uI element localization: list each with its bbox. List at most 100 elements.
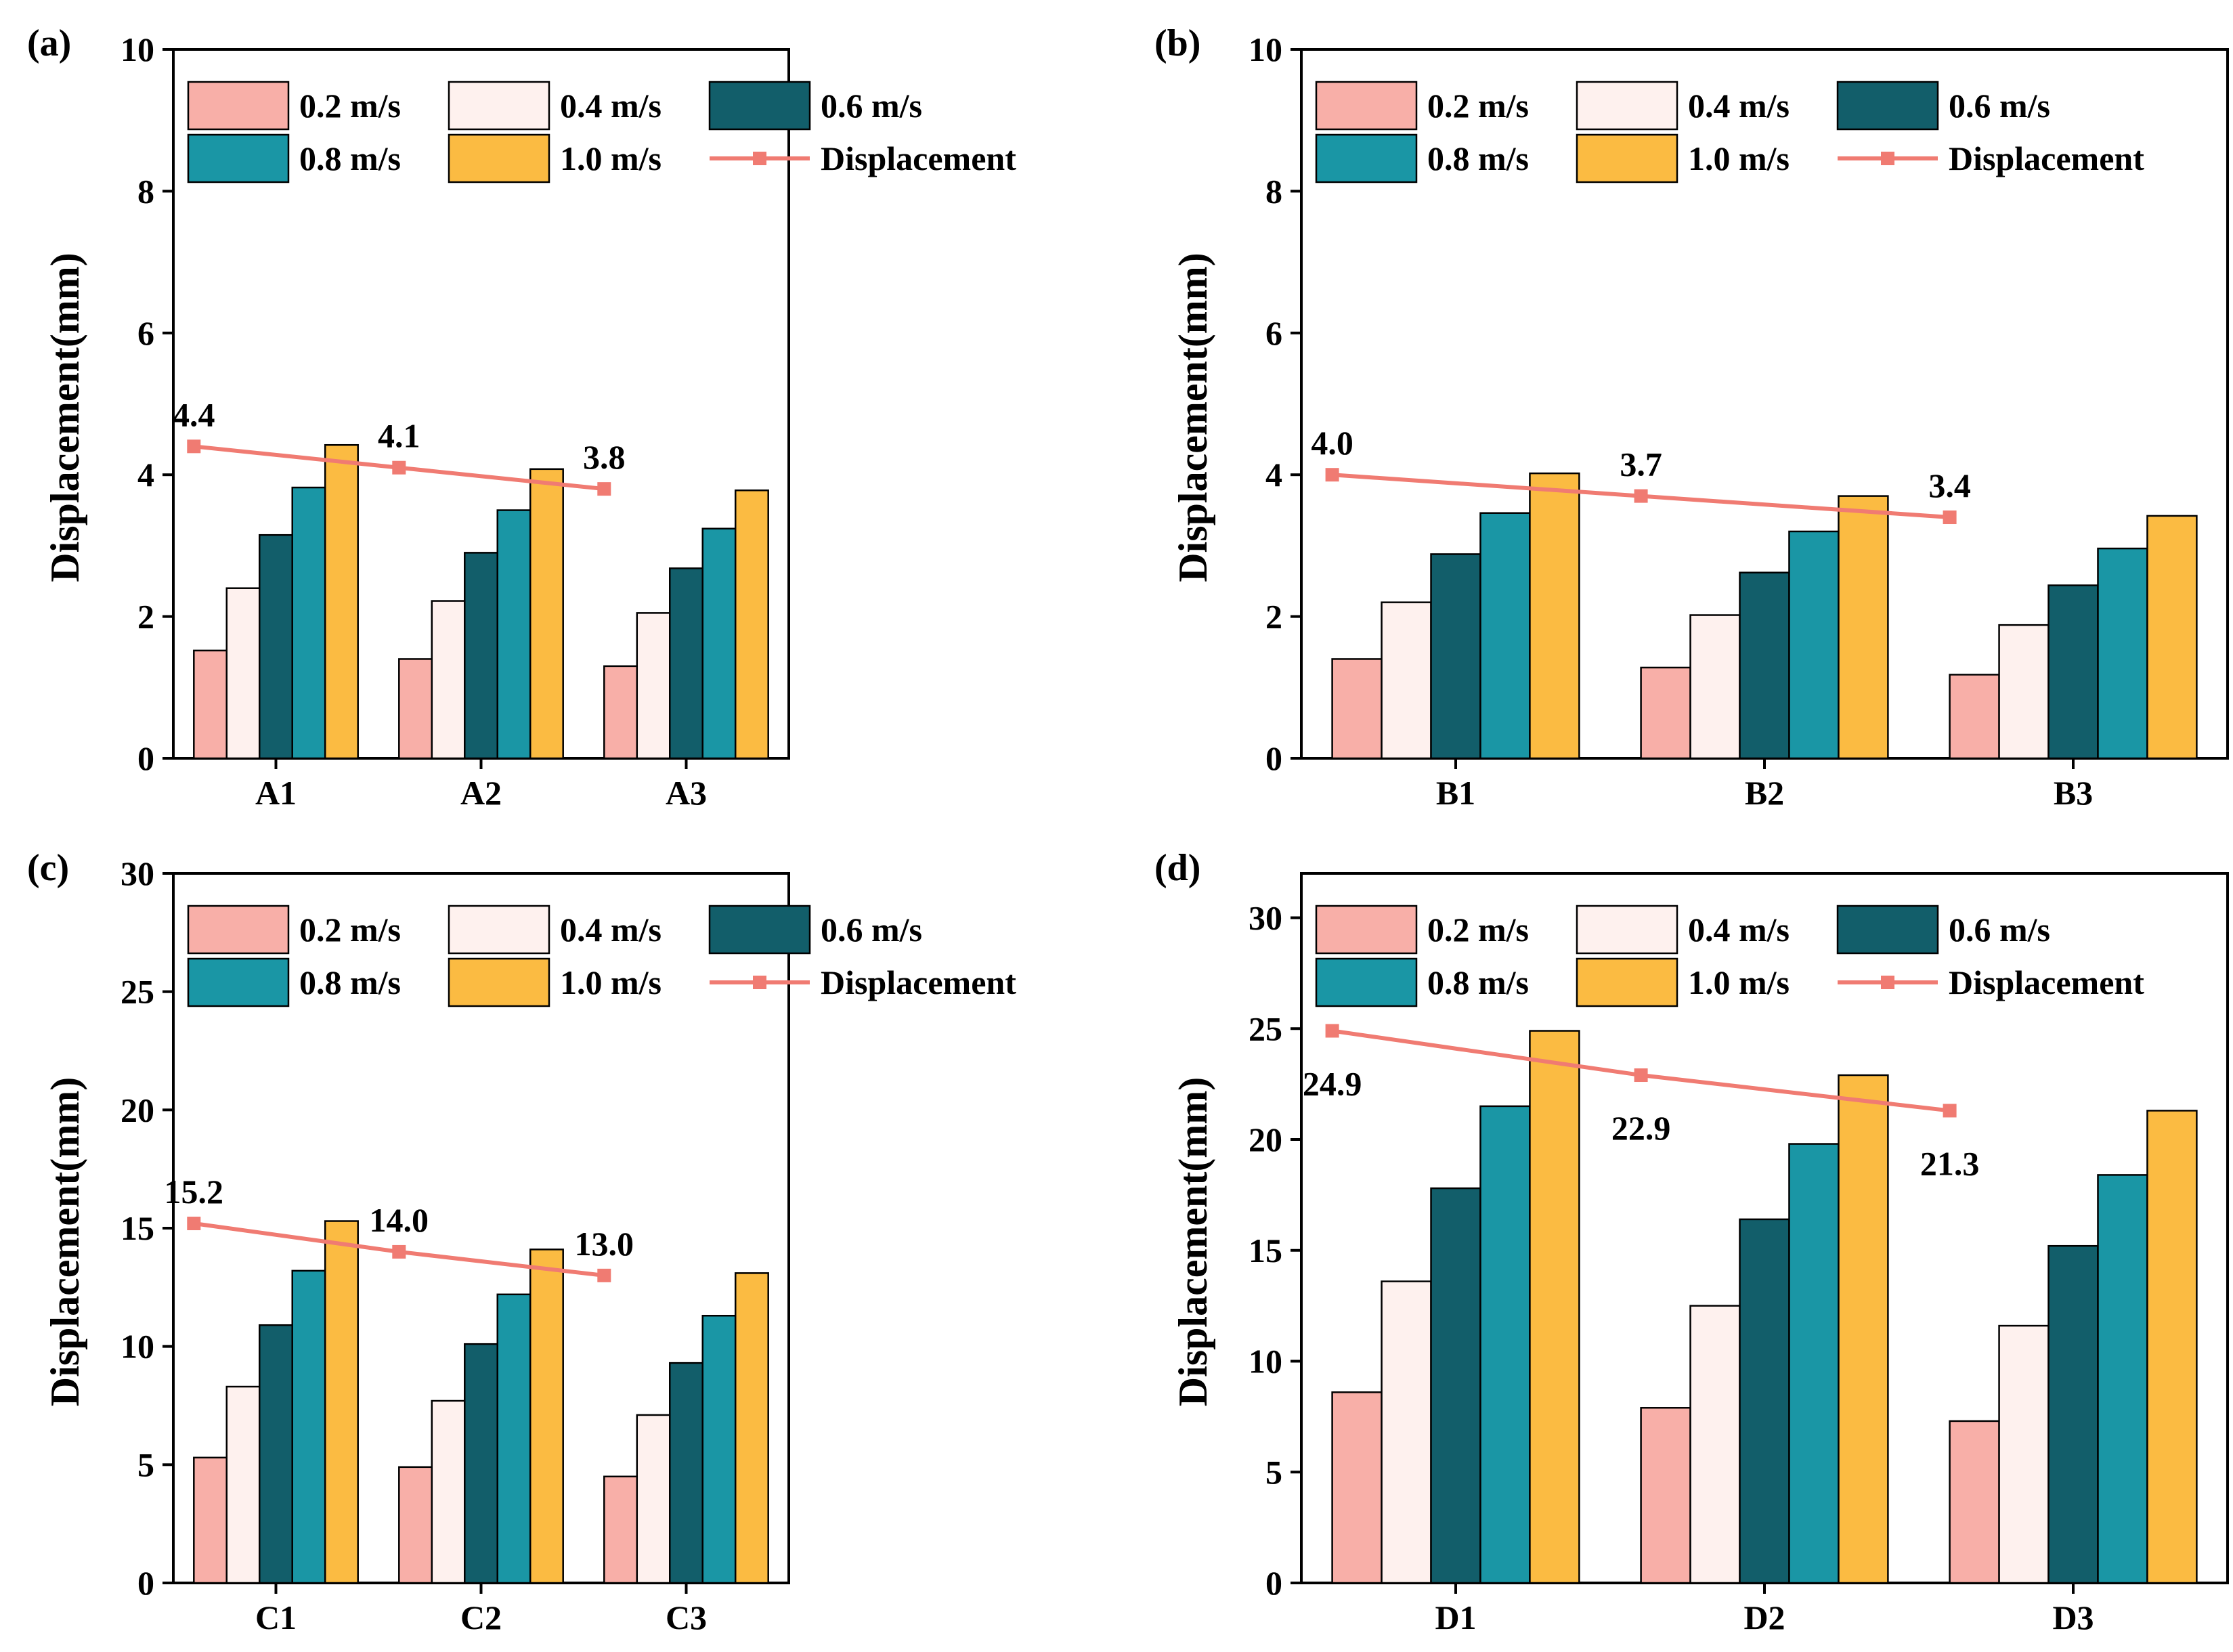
- bar-0-2-A1: [193, 649, 228, 760]
- x-tick-label: C3: [666, 1599, 707, 1636]
- bar-0-6-D3: [2047, 1244, 2099, 1584]
- y-tick-label: 10: [121, 30, 154, 68]
- bar-0-6-A2: [464, 552, 498, 760]
- displacement-marker: [392, 1244, 406, 1259]
- legend-swatch-0-2: [1315, 81, 1418, 131]
- bar-0-8-D2: [1788, 1143, 1840, 1584]
- bar-0-6-B1: [1430, 553, 1481, 760]
- y-tick-label: 30: [121, 854, 154, 892]
- legend-label: 0.6 m/s: [1949, 911, 2050, 949]
- bar-0-2-B3: [1949, 674, 2000, 760]
- bar-1-0-B1: [1529, 472, 1580, 760]
- bar-0-4-B3: [1998, 624, 2050, 760]
- bar-0-8-D3: [2097, 1174, 2148, 1584]
- legend-label: 1.0 m/s: [1688, 139, 1790, 177]
- legend-label: 0.4 m/s: [560, 87, 662, 125]
- bar-0-2-D3: [1949, 1420, 2000, 1584]
- x-tick-label: D3: [2052, 1599, 2094, 1636]
- y-tick-label: 5: [1265, 1453, 1282, 1491]
- displacement-marker: [392, 460, 406, 475]
- panel-label: (d): [1154, 847, 1200, 889]
- legend-marker-displacement: [753, 152, 766, 165]
- bar-0-6-D1: [1430, 1187, 1481, 1584]
- legend: 0.2 m/s 0.4 m/s 0.6 m/s 0.8 m/s 1.0 m/s Displ…: [187, 905, 1016, 1007]
- legend-marker-displacement: [1881, 976, 1894, 989]
- displacement-value-label: 24.9: [1303, 1065, 1362, 1103]
- legend-marker-displacement: [753, 976, 766, 989]
- legend-label: Displacement: [1949, 963, 2144, 1001]
- legend-swatch-0-6: [1836, 905, 1939, 955]
- displacement-value-label: 4.0: [1311, 424, 1353, 462]
- displacement-value-label: 3.4: [1928, 466, 1971, 504]
- bar-0-8-D1: [1479, 1105, 1531, 1584]
- x-tick-label: A2: [460, 774, 502, 812]
- bar-0-6-B2: [1739, 571, 1790, 760]
- legend-swatch-0-8: [1315, 133, 1418, 183]
- x-tick-label: D1: [1435, 1599, 1476, 1636]
- bar-0-8-B2: [1788, 530, 1840, 760]
- legend-swatch-0-4: [448, 905, 550, 955]
- displacement-value-label: 22.9: [1611, 1109, 1671, 1147]
- bar-0-2-D1: [1331, 1391, 1383, 1584]
- y-tick-label: 6: [1265, 314, 1282, 352]
- legend-swatch-0-2: [187, 81, 290, 131]
- legend-swatch-0-4: [448, 81, 550, 131]
- legend-swatch-1-0: [1576, 133, 1678, 183]
- legend-marker-displacement: [1881, 152, 1894, 165]
- panel-label: (a): [27, 22, 71, 64]
- bar-0-4-B2: [1689, 614, 1741, 760]
- bar-1-0-D1: [1529, 1030, 1580, 1584]
- bar-0-2-A2: [398, 658, 433, 760]
- legend-swatch-0-8: [187, 133, 290, 183]
- y-tick-label: 4: [137, 456, 154, 494]
- y-tick-label: 20: [1249, 1121, 1282, 1158]
- legend-label: 0.2 m/s: [299, 911, 401, 949]
- displacement-marker: [187, 439, 201, 454]
- x-tick-label: A3: [666, 774, 707, 812]
- displacement-marker: [1943, 510, 1957, 525]
- y-tick-label: 10: [121, 1328, 154, 1366]
- x-tick-label: C1: [255, 1599, 297, 1636]
- panel-a: 0 2 4 6 8 10 Displacement(mm) A1 A2 A3 4.4 4.1 3.8 0.…: [27, 22, 1016, 812]
- bar-0-2-C2: [398, 1466, 433, 1584]
- bar-0-2-C3: [603, 1475, 638, 1584]
- legend-label: 0.6 m/s: [1949, 87, 2050, 125]
- bar-0-2-B2: [1640, 666, 1691, 760]
- legend-swatch-1-0: [448, 957, 550, 1007]
- legend-label: 0.6 m/s: [821, 87, 922, 125]
- panel-b: 0 2 4 6 8 10 Displacement(mm) B1 B2 B3 4.0 3.7 3.4 0.…: [1154, 22, 2229, 812]
- legend: 0.2 m/s 0.4 m/s 0.6 m/s 0.8 m/s 1.0 m/s Displ…: [1315, 81, 2144, 183]
- y-axis-label: Displacement(mm): [1171, 253, 1215, 582]
- y-tick-label: 15: [1249, 1232, 1282, 1269]
- x-tick-label: B1: [1436, 774, 1475, 812]
- displacement-marker: [1634, 1068, 1648, 1083]
- legend-label: 0.8 m/s: [299, 139, 401, 177]
- bar-0-8-C3: [701, 1315, 737, 1584]
- bar-0-8-C2: [496, 1293, 532, 1584]
- y-tick-label: 20: [121, 1091, 154, 1129]
- legend-swatch-0-4: [1576, 81, 1678, 131]
- legend-label: 0.6 m/s: [821, 911, 922, 949]
- legend-label: 0.8 m/s: [1427, 139, 1529, 177]
- y-tick-label: 0: [1265, 1564, 1282, 1602]
- displacement-value-label: 3.7: [1620, 445, 1662, 483]
- y-tick-label: 25: [121, 973, 154, 1011]
- x-tick-label: D2: [1743, 1599, 1785, 1636]
- y-tick-label: 25: [1249, 1009, 1282, 1047]
- bar-1-0-A1: [324, 443, 359, 760]
- legend-swatch-1-0: [448, 133, 550, 183]
- displacement-marker: [1634, 489, 1648, 503]
- legend: 0.2 m/s 0.4 m/s 0.6 m/s 0.8 m/s 1.0 m/s Displ…: [187, 81, 1016, 183]
- displacement-marker: [597, 1268, 611, 1282]
- panel-c: 0 5 10 15 20 25 30 Displacement(mm) C1 C2 C3 15.2 14…: [27, 847, 1016, 1636]
- legend-label: Displacement: [821, 139, 1016, 177]
- y-tick-label: 4: [1265, 456, 1282, 494]
- panel-label: (c): [27, 847, 69, 889]
- legend-swatch-0-2: [187, 905, 290, 955]
- bar-0-4-D3: [1998, 1324, 2050, 1584]
- displacement-marker: [187, 1217, 201, 1231]
- legend: 0.2 m/s 0.4 m/s 0.6 m/s 0.8 m/s 1.0 m/s Displ…: [1315, 905, 2144, 1007]
- bar-0-6-A3: [669, 567, 703, 760]
- bar-0-4-A1: [225, 587, 261, 760]
- legend-swatch-0-6: [708, 905, 811, 955]
